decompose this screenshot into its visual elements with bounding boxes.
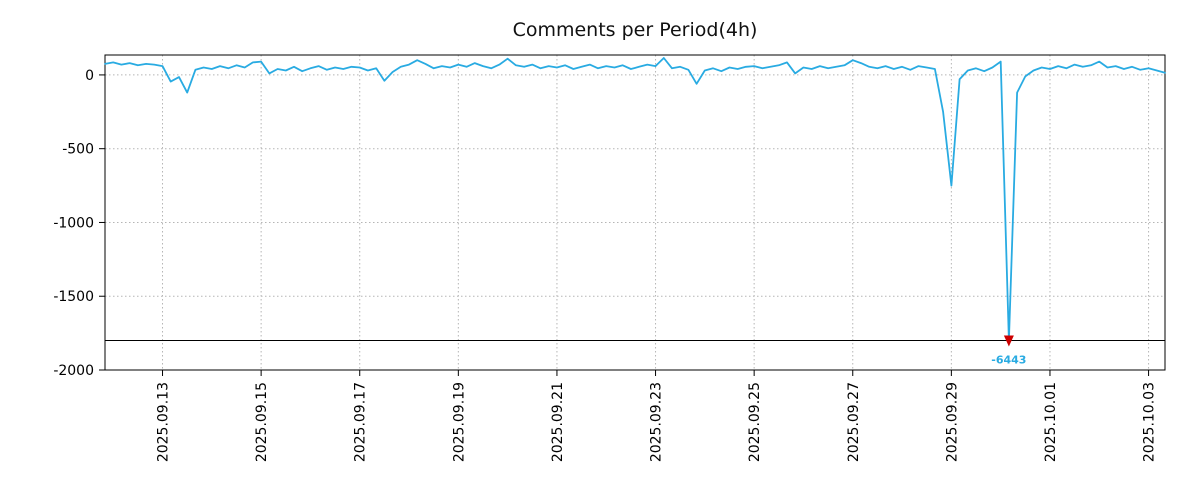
min-marker-icon bbox=[1003, 335, 1014, 347]
x-tick-label: 2025.09.25 bbox=[747, 382, 763, 462]
x-tick-label: 2025.10.03 bbox=[1142, 382, 1158, 462]
x-tick-label: 2025.09.21 bbox=[550, 382, 566, 462]
chart-title: Comments per Period(4h) bbox=[513, 19, 758, 41]
plot-border bbox=[104, 54, 1166, 371]
x-tick-label: 2025.09.29 bbox=[944, 382, 960, 462]
x-tick-label: 2025.09.13 bbox=[156, 382, 172, 462]
x-tick-label: 2025.09.23 bbox=[649, 382, 665, 462]
series-line bbox=[104, 57, 1166, 342]
y-tick-label: -2000 bbox=[53, 363, 94, 379]
y-tick-label: -500 bbox=[62, 142, 94, 158]
min-value-label: -6443 bbox=[991, 353, 1026, 366]
x-tick-label: 2025.09.17 bbox=[353, 382, 369, 462]
x-tick-label: 2025.09.19 bbox=[451, 382, 467, 462]
y-tick-label: -1000 bbox=[53, 215, 94, 231]
y-tick-label: -1500 bbox=[53, 289, 94, 305]
x-tick-label: 2025.09.15 bbox=[254, 382, 270, 462]
x-tick-label: 2025.09.27 bbox=[846, 382, 862, 462]
y-tick-label: 0 bbox=[85, 68, 94, 84]
x-tick-label: 2025.10.01 bbox=[1043, 382, 1059, 462]
